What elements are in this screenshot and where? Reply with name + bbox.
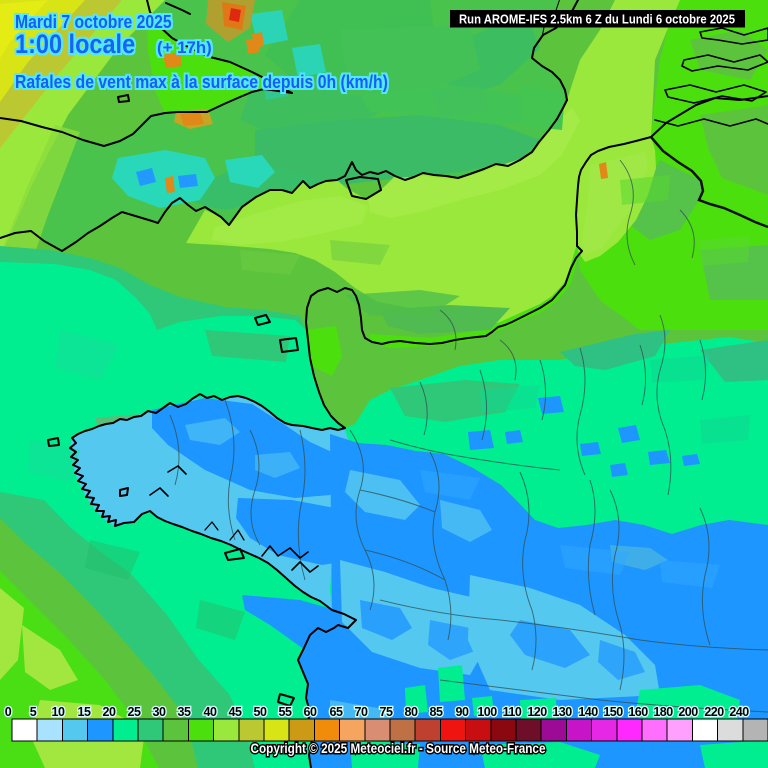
svg-text:45: 45 [229,705,242,719]
svg-text:90: 90 [456,705,469,719]
svg-text:140: 140 [578,705,598,719]
svg-text:20: 20 [103,705,116,719]
svg-text:30: 30 [153,705,166,719]
svg-text:40: 40 [204,705,217,719]
svg-text:55: 55 [279,705,292,719]
svg-text:0: 0 [5,705,12,719]
svg-text:5: 5 [30,705,37,719]
svg-text:35: 35 [178,705,191,719]
svg-text:120: 120 [527,705,547,719]
svg-text:25: 25 [128,705,141,719]
svg-text:50: 50 [254,705,267,719]
svg-text:110: 110 [503,705,522,719]
svg-text:Run AROME-IFS 2.5km 6 Z du Lun: Run AROME-IFS 2.5km 6 Z du Lundi 6 octob… [459,13,735,27]
svg-text:Copyright © 2025 Meteociel.fr: Copyright © 2025 Meteociel.fr - Source M… [251,740,546,756]
svg-text:15: 15 [78,705,91,719]
svg-text:80: 80 [405,705,418,719]
svg-text:160: 160 [628,705,648,719]
svg-text:150: 150 [603,705,623,719]
svg-text:60: 60 [304,705,317,719]
svg-text:240: 240 [729,705,749,719]
svg-text:220: 220 [704,705,724,719]
svg-text:65: 65 [330,705,343,719]
svg-text:70: 70 [355,705,368,719]
svg-text:10: 10 [52,705,65,719]
svg-text:180: 180 [653,705,673,719]
svg-text:130: 130 [552,705,572,719]
svg-text:75: 75 [380,705,393,719]
svg-text:200: 200 [678,705,698,719]
svg-text:85: 85 [430,705,443,719]
svg-text:100: 100 [477,705,497,719]
